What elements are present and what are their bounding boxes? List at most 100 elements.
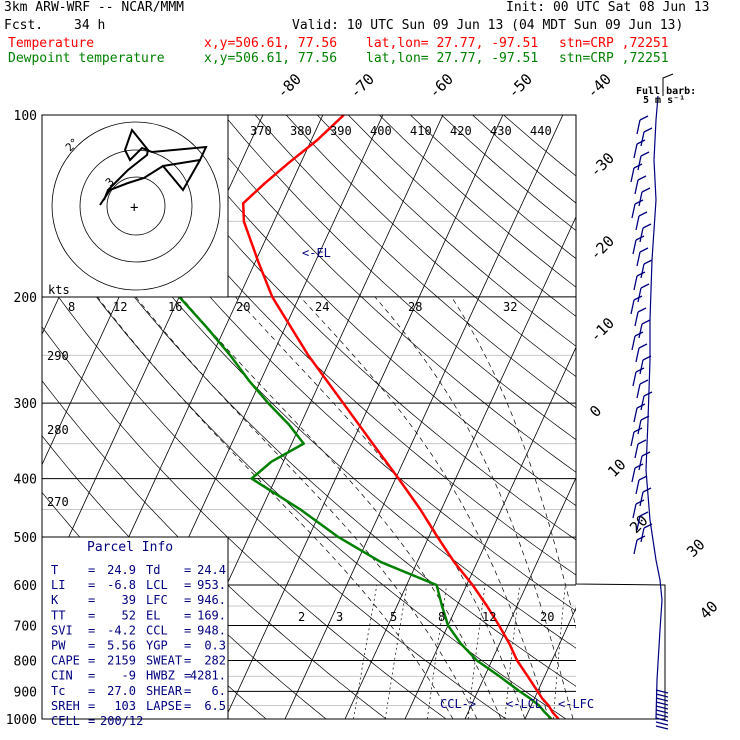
isotherm-label: 10	[604, 455, 630, 481]
parcel-value: 0.3	[204, 639, 226, 653]
isotherm-label: -30	[586, 149, 618, 181]
moist-adiabat-label: 24	[315, 300, 329, 314]
theta-label: 420	[450, 124, 472, 138]
wind-barb	[640, 523, 653, 543]
parcel-eq: =	[184, 699, 191, 713]
wind-barb	[637, 415, 650, 435]
parcel-value: 948.	[197, 623, 226, 637]
pressure-label: 200	[14, 291, 37, 306]
isotherm-line	[284, 115, 564, 719]
theta-label: 400	[370, 124, 392, 138]
hodograph-inset: + 2° 3 kts	[41, 114, 229, 298]
pressure-label: 600	[14, 579, 37, 594]
forecast-label: Fcst.	[4, 18, 44, 33]
wind-barb	[655, 697, 669, 702]
parcel-value: 24.9	[107, 563, 136, 577]
parcel-eq: =	[88, 608, 95, 622]
hodograph-center-mark: +	[130, 200, 138, 216]
pressure-label: 100	[14, 109, 37, 124]
parcel-info-panel: Parcel Info	[41, 536, 229, 720]
hodograph-ring-inner	[106, 176, 166, 236]
mixing-ratio-label: 20	[540, 610, 554, 624]
parcel-info-row: CAPE = 2159 SWEAT = 282	[51, 654, 226, 668]
parcel-info-rows: T = 24.9 Td = 24.4 LI = -6.8 LCL = 953. K = 39 LFC = 946.…	[51, 563, 226, 728]
parcel-key: Td	[146, 563, 160, 577]
pressure-label: 800	[14, 654, 37, 669]
parcel-value: 5.56	[107, 639, 136, 653]
wind-barb	[631, 463, 644, 483]
wind-barb	[635, 475, 648, 495]
wind-barb	[640, 391, 653, 411]
isotherm-line	[705, 115, 740, 719]
temperature-xy: x,y=506.61, 77.56	[204, 36, 338, 51]
parcel-key: CELL	[51, 714, 80, 728]
dry-adiabat	[441, 115, 576, 232]
dewpoint-xy: x,y=506.61, 77.56	[204, 51, 338, 66]
parcel-key: PW	[51, 639, 66, 653]
wind-barb	[634, 175, 647, 195]
parcel-value: -4.2	[107, 623, 136, 637]
wind-barb	[631, 199, 644, 219]
wind-barb	[632, 499, 645, 519]
parcel-value: 39	[122, 593, 136, 607]
parcel-key: T	[51, 563, 58, 577]
lcl-label: <-LCL	[506, 697, 542, 711]
parcel-eq: =	[88, 578, 95, 592]
temperature-station: stn=CRP ,72251	[559, 36, 669, 51]
isotherm-label: -50	[504, 70, 536, 102]
isotherm-line	[585, 115, 740, 719]
hodograph-ring-middle	[79, 149, 193, 263]
moist-adiabat	[97, 296, 454, 719]
dewpoint-station: stn=CRP ,72251	[559, 51, 669, 66]
parcel-key: SHEAR	[146, 684, 183, 698]
isotherm-label: 40	[696, 597, 722, 623]
parcel-info-row: LI = -6.8 LCL = 953.	[51, 578, 226, 592]
isotherm-label: -70	[346, 70, 378, 102]
dry-adiabat	[42, 221, 567, 719]
wind-barb	[638, 451, 651, 471]
wind-barb	[639, 223, 652, 243]
dry-adiabat	[68, 115, 576, 612]
parcel-info-row: T = 24.9 Td = 24.4	[51, 563, 226, 577]
mixing-ratio-label: 2	[298, 610, 305, 624]
wind-barb	[655, 713, 669, 718]
moist-adiabat-label: 20	[236, 300, 250, 314]
parcel-value: 200/12	[100, 714, 143, 728]
moist-adiabat-label: 32	[503, 300, 517, 314]
barb-legend-icon	[662, 73, 674, 96]
parcel-eq: =	[88, 714, 95, 728]
wind-barb	[636, 511, 649, 531]
parcel-key: SREH	[51, 699, 80, 713]
wind-barb	[630, 295, 643, 315]
isotherm-label: 30	[683, 535, 709, 561]
dry-adiabat	[42, 326, 447, 719]
wind-barb	[630, 427, 643, 447]
dry-adiabat	[503, 115, 576, 177]
wind-barb-column	[630, 95, 669, 730]
dry-adiabat	[317, 115, 576, 347]
dry-adiabat	[285, 115, 576, 378]
temperature-profile	[241, 115, 560, 719]
wind-barb	[633, 271, 646, 291]
parcel-eq: =	[88, 593, 95, 607]
wind-barb	[634, 439, 647, 459]
mixing-ratio-line	[353, 584, 378, 719]
parcel-value: 946.	[197, 593, 226, 607]
wind-barb	[632, 235, 645, 255]
parcel-key: K	[51, 593, 59, 607]
wind-barb	[655, 689, 669, 694]
parcel-info-row: Tc = 27.0 SHEAR = 6.	[51, 684, 226, 698]
parcel-info-row: CIN = -9 HWBZ =4281.	[51, 669, 226, 683]
parcel-value: 953.	[197, 578, 226, 592]
parcel-info-row: TT = 52 EL = 169.	[51, 608, 226, 622]
wind-barb	[633, 403, 646, 423]
mixing-ratio-line	[384, 584, 408, 719]
isotherm-line	[645, 115, 740, 719]
parcel-info-row: SREH = 103 LAPSE = 6.5	[51, 699, 226, 713]
wind-barb	[637, 283, 650, 303]
parcel-eq: =	[88, 654, 95, 668]
parcel-eq: =	[184, 623, 191, 637]
temperature-latlon: lat,lon= 27.77, -97.51	[366, 36, 539, 51]
parcel-eq: =	[184, 654, 191, 668]
wind-barb	[636, 247, 649, 267]
